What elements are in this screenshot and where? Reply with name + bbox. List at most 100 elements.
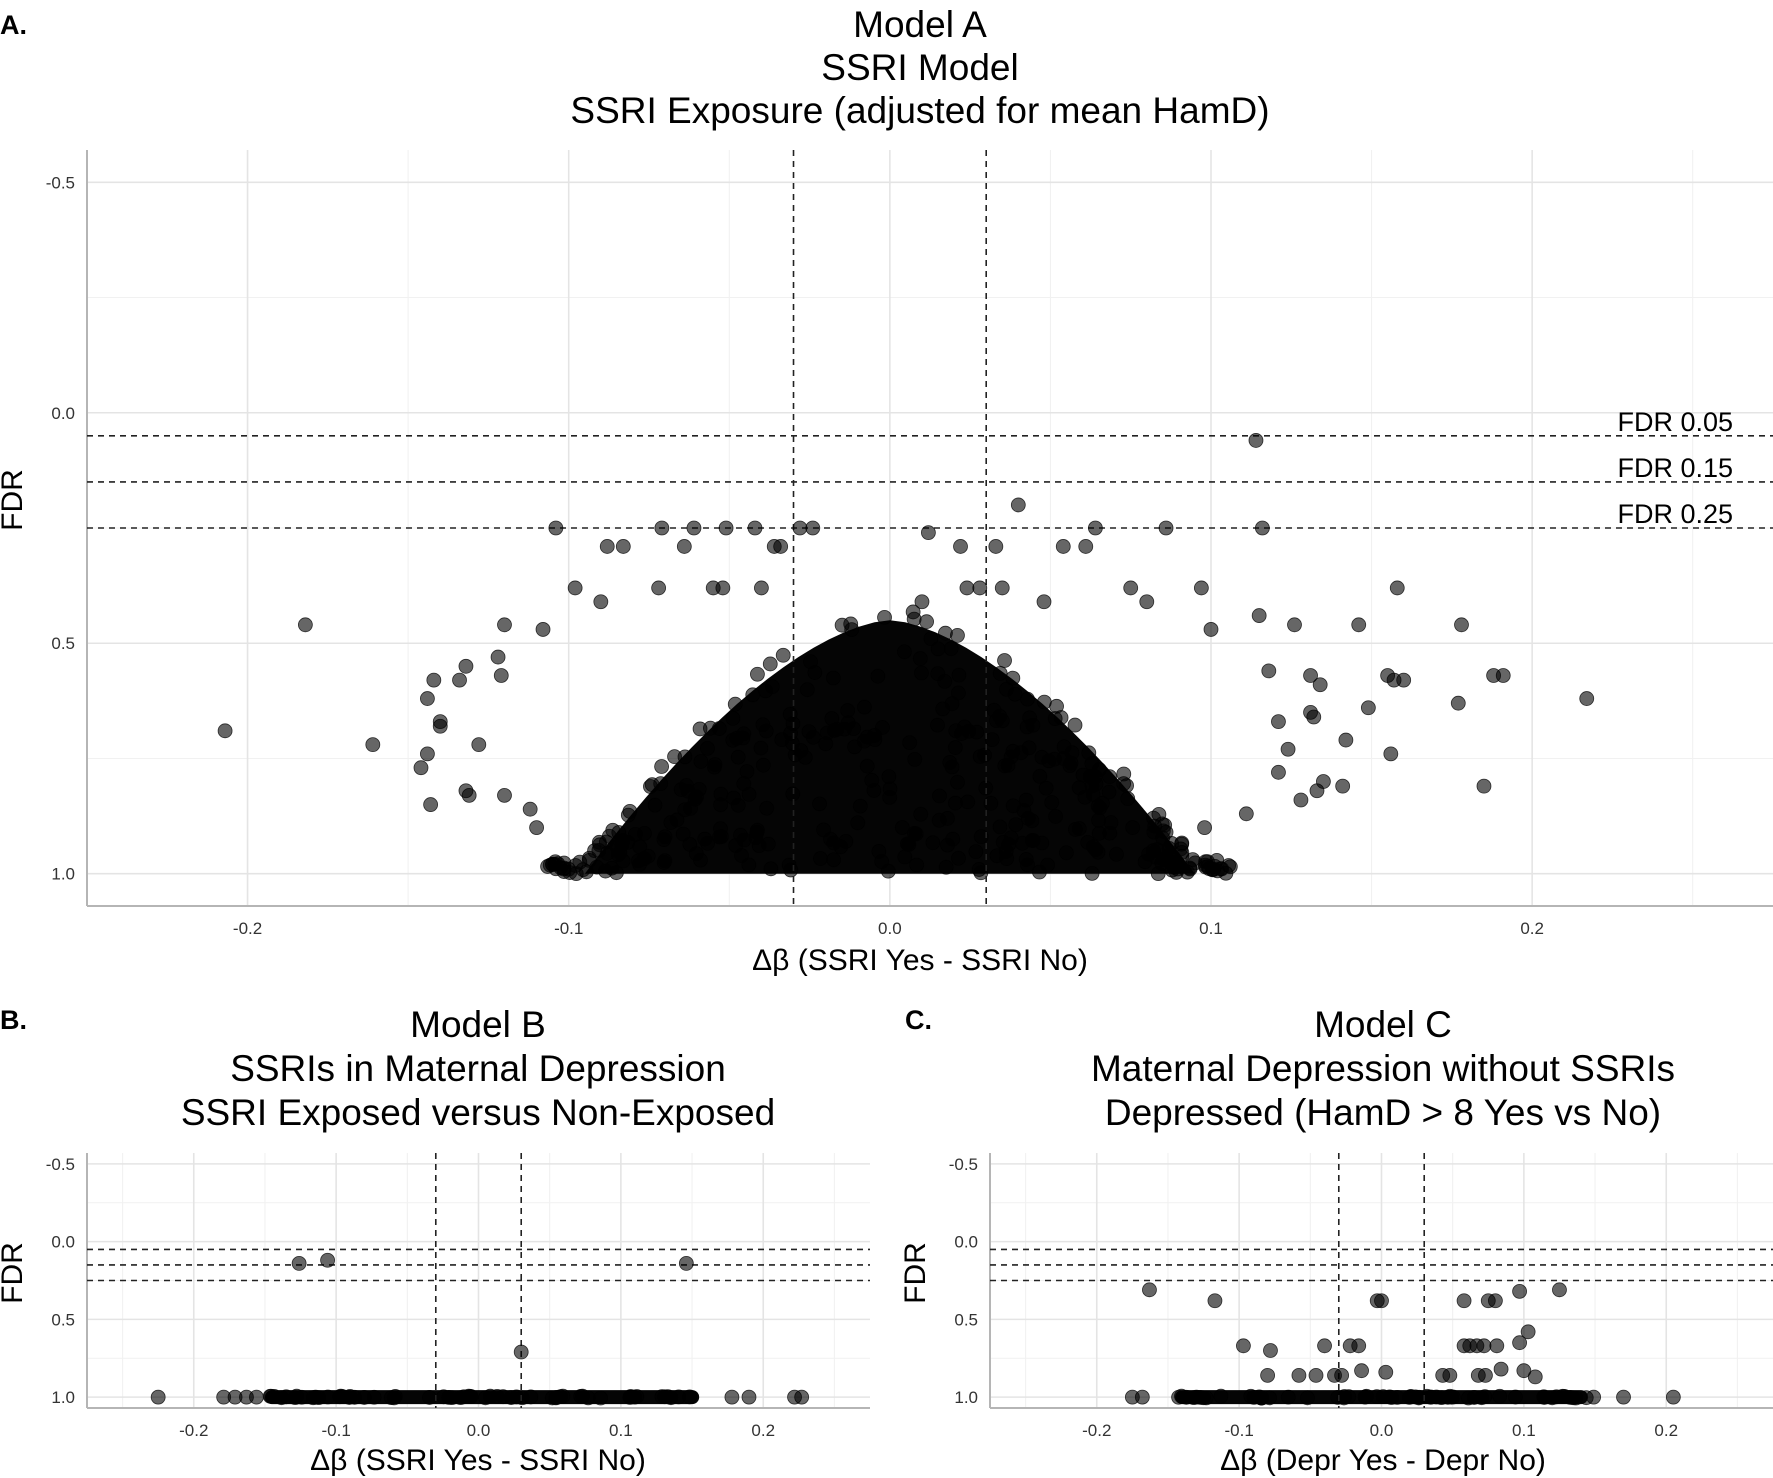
- data-point: [969, 724, 985, 740]
- data-point: [420, 691, 435, 706]
- data-point: [1158, 520, 1174, 536]
- data-point: [611, 825, 627, 840]
- data-point: [1189, 1389, 1204, 1405]
- data-point: [1549, 1389, 1564, 1405]
- data-point: [637, 825, 652, 841]
- data-point: [1351, 617, 1367, 633]
- data-point: [1020, 691, 1035, 707]
- data-point: [1082, 769, 1098, 784]
- data-point: [1336, 1390, 1352, 1406]
- data-point: [894, 820, 910, 835]
- data-point: [1085, 787, 1101, 802]
- data-point: [413, 760, 429, 776]
- data-point: [1616, 1389, 1631, 1405]
- data-point: [1527, 1369, 1543, 1385]
- data-point: [493, 668, 509, 683]
- data-point: [1021, 740, 1037, 756]
- data-point: [1287, 617, 1302, 633]
- data-point: [727, 696, 743, 712]
- data-point: [1024, 813, 1040, 829]
- data-point: [999, 851, 1015, 866]
- data-point: [1260, 1367, 1276, 1383]
- data-point: [1123, 580, 1139, 596]
- data-point: [432, 718, 448, 734]
- data-point: [1280, 1389, 1296, 1405]
- data-point: [150, 1389, 166, 1405]
- data-point: [992, 819, 1008, 835]
- data-point: [1334, 1367, 1350, 1383]
- data-point: [320, 1252, 335, 1268]
- data-point: [663, 815, 679, 830]
- data-point: [914, 594, 930, 610]
- data-point: [997, 653, 1012, 668]
- data-point: [950, 685, 966, 701]
- data-point: [1300, 1390, 1315, 1406]
- data-point: [923, 631, 939, 646]
- data-point: [713, 797, 729, 813]
- data-point: [944, 759, 960, 775]
- x-axis-title-b: Δβ (SSRI Yes - SSRI No): [310, 1444, 646, 1477]
- y-axis-title-a: FDR: [0, 469, 29, 531]
- data-point: [984, 732, 1000, 747]
- data-point: [1579, 691, 1595, 706]
- data-point: [523, 1389, 539, 1405]
- data-point: [1495, 668, 1511, 683]
- data-point: [997, 758, 1013, 774]
- x-tick-label: -0.2: [233, 919, 262, 938]
- data-point: [1005, 743, 1021, 759]
- data-point: [548, 520, 564, 536]
- data-point: [1456, 1293, 1472, 1309]
- data-point: [973, 829, 989, 845]
- data-point: [356, 1390, 372, 1405]
- data-point: [930, 717, 945, 733]
- x-tick-label: -0.1: [554, 919, 583, 938]
- data-point: [812, 796, 827, 812]
- data-point: [1197, 820, 1212, 836]
- data-point: [1203, 622, 1219, 637]
- y-tick-label: 0.5: [51, 634, 75, 653]
- data-point: [1312, 677, 1328, 693]
- data-point: [947, 795, 963, 811]
- data-point: [919, 614, 934, 630]
- data-point: [913, 806, 929, 822]
- data-point: [739, 764, 755, 779]
- data-point: [1254, 520, 1270, 536]
- data-point: [930, 641, 946, 657]
- data-point: [509, 1389, 524, 1405]
- data-point: [1512, 1335, 1527, 1351]
- data-point: [609, 865, 624, 881]
- data-point: [782, 706, 798, 722]
- x-axis-title-c: Δβ (Depr Yes - Depr No): [1220, 1444, 1546, 1477]
- x-tick-label: 0.1: [609, 1421, 633, 1440]
- data-point: [632, 839, 648, 855]
- data-point: [1071, 821, 1087, 836]
- panel-c-title-line-1: Model C: [1314, 1004, 1452, 1045]
- data-point: [567, 580, 583, 596]
- data-point: [763, 861, 779, 877]
- data-point: [1338, 732, 1354, 748]
- data-point: [1552, 1282, 1567, 1298]
- data-point: [1193, 580, 1209, 596]
- plot-area-a: -0.2 -0.1 0.0 0.1 0.2 -0.5 0.0 0.5 1.0 FDR 0.05 FD…: [46, 150, 1773, 938]
- data-point: [266, 1388, 282, 1404]
- panel-c-title-line-2: Maternal Depression without SSRIs: [1091, 1048, 1675, 1089]
- data-point: [676, 539, 692, 554]
- data-point: [1248, 433, 1264, 448]
- data-point: [599, 539, 615, 554]
- data-point: [912, 651, 928, 666]
- data-point: [943, 641, 959, 657]
- data-point: [747, 520, 763, 536]
- data-point: [1351, 1338, 1367, 1354]
- panel-c: C. Model C Maternal Depression without S…: [899, 1004, 1773, 1477]
- data-point: [816, 822, 832, 838]
- data-point: [1493, 1361, 1509, 1377]
- data-point: [1048, 809, 1064, 824]
- data-point: [905, 604, 921, 620]
- data-point: [954, 726, 969, 741]
- panel-b-title-line-1: Model B: [410, 1004, 546, 1045]
- y-tick-label: 1.0: [51, 1388, 75, 1407]
- data-point: [940, 837, 955, 853]
- data-point: [983, 795, 999, 811]
- data-point: [713, 829, 729, 845]
- data-point: [971, 862, 987, 877]
